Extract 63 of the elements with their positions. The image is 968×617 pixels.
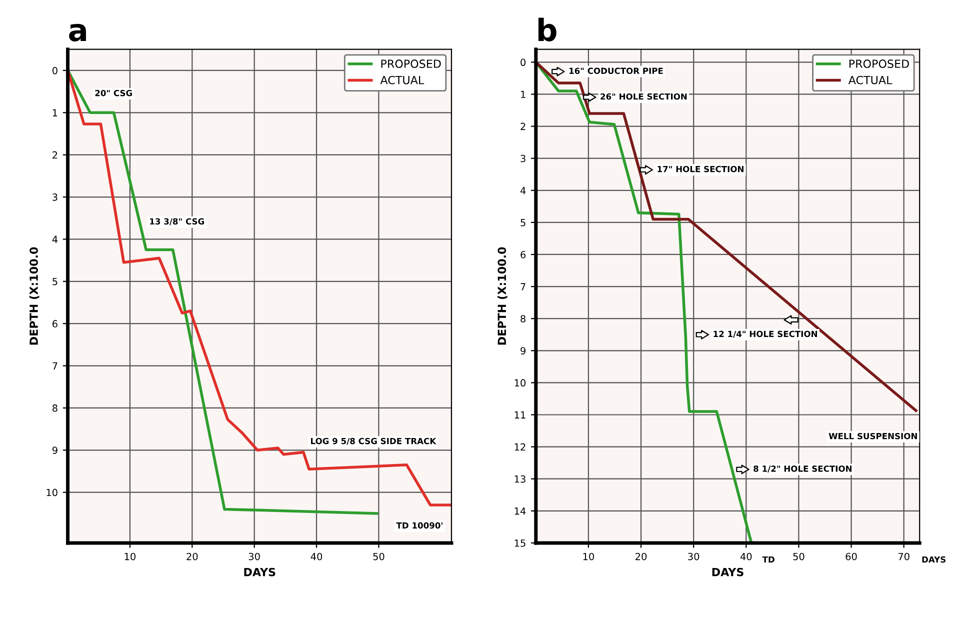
y-tick-label: 1 <box>521 90 526 98</box>
annotation: 8 1/2" HOLE SECTION <box>754 466 852 472</box>
annotation: WELL SUSPENSION <box>828 432 917 440</box>
y-tick-label: 4 <box>520 186 526 194</box>
y-axis-title: DEPTH (X:100.0 <box>29 247 40 345</box>
legend-label: PROPOSED <box>849 60 909 68</box>
annotation: 17" HOLE SECTION <box>658 166 744 172</box>
x-axis-title: DAYS <box>712 568 744 576</box>
y-tick-label: 10 <box>514 379 526 387</box>
y-tick-label: 11 <box>514 411 526 418</box>
y-tick-label: 8 <box>520 315 526 322</box>
y-tick-label: 13 <box>514 475 526 483</box>
y-tick-label: 5 <box>52 278 58 286</box>
annotation: 12 1/4" HOLE SECTION <box>714 330 818 338</box>
x-tick-label: 30 <box>688 552 700 560</box>
y-tick-label: 3 <box>520 154 526 162</box>
annotation: 13 3/8" CSG <box>150 218 204 226</box>
annotation: 20" CSG <box>95 90 132 96</box>
y-tick-label: 6 <box>520 250 526 258</box>
annotation: 16" CODUCTOR PIPE <box>569 68 663 74</box>
y-tick-label: 4 <box>52 236 58 243</box>
annotation: 26" HOLE SECTION <box>600 93 687 100</box>
annotation: TD 10090' <box>396 522 442 529</box>
chart-title: a <box>69 24 86 42</box>
text: DAYS <box>922 556 946 563</box>
y-tick-label: 1 <box>52 109 58 116</box>
x-tick-label: 10 <box>124 552 136 560</box>
y-tick-label: 6 <box>52 320 58 328</box>
x-tick-label: 40 <box>310 552 322 560</box>
annotation: LOG 9 5/8 CSG SIDE TRACK <box>311 438 436 445</box>
x-axis-title: DAYS <box>244 568 276 576</box>
legend-label: PROPOSED <box>381 60 441 68</box>
x-tick-label: 60 <box>846 552 857 560</box>
y-tick-label: 8 <box>52 404 58 412</box>
line-series <box>536 60 918 412</box>
x-tick-label: 30 <box>248 552 260 560</box>
y-tick-label: 0 <box>520 58 526 66</box>
x-tick-label: 70 <box>898 552 910 560</box>
y-tick-label: 10 <box>46 488 58 496</box>
x-tick-label: 40 <box>740 552 752 560</box>
y-tick-label: 12 <box>514 443 526 450</box>
y-tick-label: 9 <box>520 347 526 354</box>
y-tick-label: 2 <box>520 122 526 130</box>
y-tick-label: 0 <box>52 66 58 74</box>
y-tick-label: 7 <box>52 362 58 370</box>
y-tick-label: 3 <box>52 193 58 201</box>
y-axis-title: DEPTH (X:100.0 <box>498 247 508 345</box>
chart-title: b <box>538 18 556 42</box>
x-tick-label: 50 <box>793 552 804 560</box>
text: TD <box>762 556 774 563</box>
y-tick-label: 14 <box>514 508 526 515</box>
legend-label: ACTUAL <box>380 76 424 84</box>
line-series <box>68 69 378 515</box>
x-tick-label: 50 <box>373 552 384 560</box>
y-tick-label: 9 <box>52 446 58 454</box>
x-tick-label: 20 <box>186 552 198 560</box>
y-tick-label: 5 <box>520 219 526 226</box>
y-tick-label: 15 <box>514 540 526 547</box>
y-tick-label: 2 <box>52 151 58 159</box>
x-tick-label: 20 <box>636 552 647 560</box>
y-tick-label: 7 <box>520 283 526 290</box>
legend-label: ACTUAL <box>848 76 892 84</box>
x-tick-label: 10 <box>583 552 594 560</box>
